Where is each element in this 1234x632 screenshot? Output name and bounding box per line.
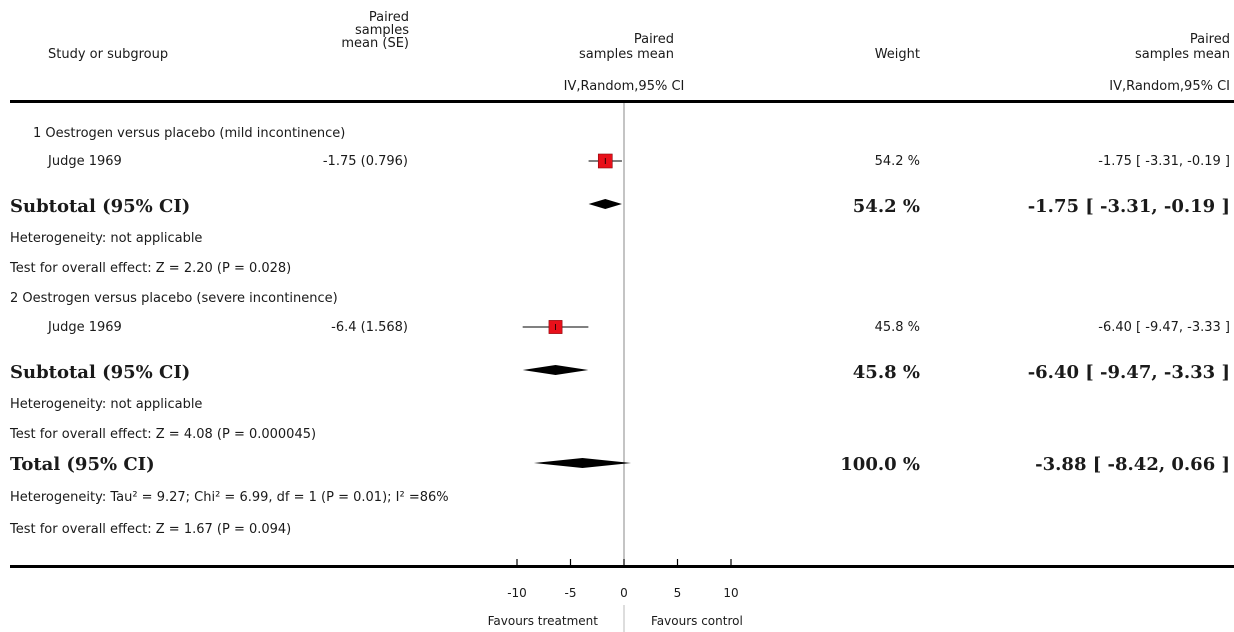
header-effect-line2: samples mean — [1134, 47, 1230, 62]
header-rule — [10, 100, 1234, 103]
subgroup-2-heterogeneity: Heterogeneity: not applicable — [10, 397, 203, 412]
header-plot-line2: samples mean — [578, 47, 674, 62]
subtotal-2-label: Subtotal (95% CI) — [10, 362, 191, 383]
subtotal-1-diamond — [588, 199, 622, 209]
subtotal-2-weight: 45.8 % — [852, 362, 920, 383]
study-1-effect: -1.75 [ -3.31, -0.19 ] — [1098, 154, 1230, 169]
header-effect-line1: Paired — [1189, 32, 1230, 47]
total-label: Total (95% CI) — [10, 454, 155, 475]
header-mean-line3: mean (SE) — [341, 36, 409, 51]
total-weight: 100.0 % — [840, 454, 920, 475]
study-2-weight: 45.8 % — [874, 320, 920, 335]
study-2-mean-se: -6.4 (1.568) — [331, 320, 408, 335]
subgroup-2-overall-effect: Test for overall effect: Z = 4.08 (P = 0… — [10, 427, 317, 442]
study-2-name: Judge 1969 — [48, 320, 122, 335]
study-1-mean-se: -1.75 (0.796) — [322, 154, 408, 169]
x-tick-label-3: 5 — [674, 586, 682, 600]
header-effect-sub: IV,Random,95% CI — [1109, 79, 1230, 94]
subtotal-1-weight: 54.2 % — [852, 196, 920, 217]
header-mean-line2: samples — [354, 23, 409, 38]
x-tick-label-0: -10 — [507, 586, 527, 600]
header-mean-line1: Paired — [368, 10, 409, 25]
total-diamond — [533, 458, 632, 468]
x-tick-label-4: 10 — [723, 586, 738, 600]
favours-treatment-label: Favours treatment — [487, 614, 598, 628]
favours-control-label: Favours control — [651, 614, 743, 628]
subtotal-1-label: Subtotal (95% CI) — [10, 196, 191, 217]
subtotal-2-diamond — [522, 365, 589, 375]
subtotal-1-effect: -1.75 [ -3.31, -0.19 ] — [1027, 196, 1230, 217]
subtotal-2-effect: -6.40 [ -9.47, -3.33 ] — [1027, 362, 1230, 383]
subgroup-1-heterogeneity: Heterogeneity: not applicable — [10, 231, 203, 246]
study-1-name: Judge 1969 — [48, 154, 122, 169]
study-1-weight: 54.2 % — [874, 154, 920, 169]
x-tick-label-1: -5 — [565, 586, 577, 600]
header-weight-col: Weight — [874, 47, 920, 62]
study-2-effect: -6.40 [ -9.47, -3.33 ] — [1098, 320, 1230, 335]
subgroup-1-overall-effect: Test for overall effect: Z = 2.20 (P = 0… — [10, 261, 292, 276]
total-effect: -3.88 [ -8.42, 0.66 ] — [1035, 454, 1230, 475]
header-plot-line1: Paired — [633, 32, 674, 47]
subgroup-1-title: 1 Oestrogen versus placebo (mild inconti… — [33, 126, 346, 141]
x-tick-label-2: 0 — [620, 586, 628, 600]
total-heterogeneity: Heterogeneity: Tau² = 9.27; Chi² = 6.99,… — [10, 490, 449, 505]
subgroup-2-title: 2 Oestrogen versus placebo (severe incon… — [10, 291, 338, 306]
total-overall-effect: Test for overall effect: Z = 1.67 (P = 0… — [10, 522, 292, 537]
header-plot-sub: IV,Random,95% CI — [563, 79, 685, 94]
header-study-col: Study or subgroup — [48, 47, 169, 62]
